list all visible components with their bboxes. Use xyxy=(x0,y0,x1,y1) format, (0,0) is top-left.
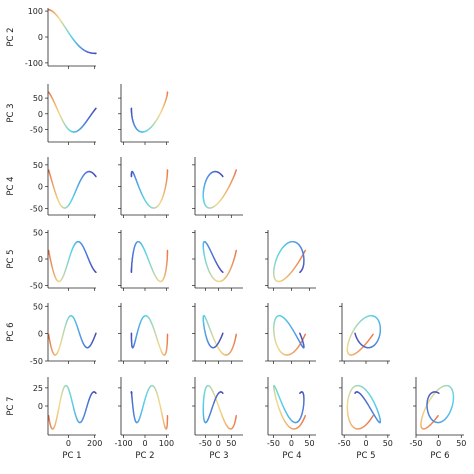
y-axis-label: PC 3 xyxy=(6,103,16,122)
x-tick-label: 50 xyxy=(304,439,314,448)
x-tick-label: 200 xyxy=(87,439,102,448)
panel-pc1-vs-pc2: -100 0 100 PC 2 xyxy=(6,7,97,69)
y-axis-label: PC 2 xyxy=(6,27,16,46)
x-tick-label: 0 xyxy=(363,439,368,448)
y-tick-label: 50 xyxy=(33,229,43,238)
y-tick-label: 50 xyxy=(33,302,43,311)
y-tick-label: -50 xyxy=(30,204,43,213)
x-axis-label: PC 6 xyxy=(430,451,449,461)
y-tick-label: 50 xyxy=(33,161,43,170)
y-tick-label: 0 xyxy=(38,330,43,339)
x-tick-label: 50 xyxy=(226,439,236,448)
panel-pc3-vs-pc6 xyxy=(192,303,243,364)
x-tick-label: 0 xyxy=(142,439,147,448)
panel-pc3-vs-pc7: -50 0 50 PC 3 xyxy=(192,377,243,461)
y-axis-label: PC 6 xyxy=(6,322,16,341)
panel-pc5-vs-pc6 xyxy=(339,303,390,364)
y-axis-label: PC 7 xyxy=(6,396,16,415)
x-tick-label: -50 xyxy=(267,439,280,448)
panel-pc4-vs-pc5 xyxy=(265,230,316,291)
panel-pc3-vs-pc5 xyxy=(192,230,243,291)
x-tick-label: 0 xyxy=(289,439,294,448)
panel-pc1-vs-pc4: -50 0 50 PC 4 xyxy=(6,157,97,218)
panel-pc1-vs-pc3: -50 0 50 PC 3 xyxy=(6,84,97,145)
panel-pc2-vs-pc6 xyxy=(118,303,169,364)
x-axis-label: PC 1 xyxy=(62,451,81,461)
x-axis-label: PC 3 xyxy=(209,451,228,461)
x-tick-label: -50 xyxy=(409,439,422,448)
panel-pc2-vs-pc5 xyxy=(118,230,169,291)
x-tick-label: 0 xyxy=(436,439,441,448)
x-tick-label: -100 xyxy=(114,439,132,448)
panel-pc2-vs-pc4 xyxy=(118,157,169,218)
panel-pc1-vs-pc7: 0 25 0 200 PC 7 PC 1 xyxy=(6,377,102,461)
panel-pc6-vs-pc7: -50 0 50 PC 6 xyxy=(409,377,466,461)
panel-pc1-vs-pc6: -50 0 50 PC 6 xyxy=(6,302,97,366)
x-tick-label: 50 xyxy=(456,439,466,448)
x-tick-label: 100 xyxy=(159,439,174,448)
y-tick-label: 0 xyxy=(38,255,43,264)
x-tick-label: 50 xyxy=(383,439,393,448)
panel-pc2-vs-pc7: -100 0 100 PC 2 xyxy=(114,377,174,461)
x-axis-label: PC 4 xyxy=(282,451,301,461)
x-tick-label: -50 xyxy=(338,439,351,448)
y-tick-label: -50 xyxy=(30,357,43,366)
x-tick-label: -50 xyxy=(199,439,212,448)
y-tick-label: 0 xyxy=(38,33,43,42)
y-tick-label: 0 xyxy=(38,402,43,411)
panel-pc5-vs-pc7: -50 0 50 PC 5 xyxy=(338,377,393,461)
x-axis-label: PC 2 xyxy=(135,451,154,461)
y-tick-label: -100 xyxy=(25,59,43,68)
x-axis-label: PC 5 xyxy=(356,451,375,461)
y-tick-label: -50 xyxy=(30,125,43,134)
panel-pc2-vs-pc3 xyxy=(118,84,169,145)
x-tick-label: 0 xyxy=(216,439,221,448)
y-tick-label: 25 xyxy=(33,384,43,393)
y-tick-label: 0 xyxy=(38,110,43,119)
y-axis-label: PC 4 xyxy=(6,176,16,195)
panel-pc1-vs-pc5: -50 0 50 PC 5 xyxy=(6,229,97,291)
panel-pc3-vs-pc4 xyxy=(192,157,243,218)
y-tick-label: -50 xyxy=(30,281,43,290)
y-tick-label: 50 xyxy=(33,94,43,103)
y-tick-label: 0 xyxy=(38,183,43,192)
x-tick-label: 0 xyxy=(66,439,71,448)
panel-pc4-vs-pc6 xyxy=(265,303,316,364)
y-axis-label: PC 5 xyxy=(6,249,16,268)
y-tick-label: 100 xyxy=(28,7,43,16)
